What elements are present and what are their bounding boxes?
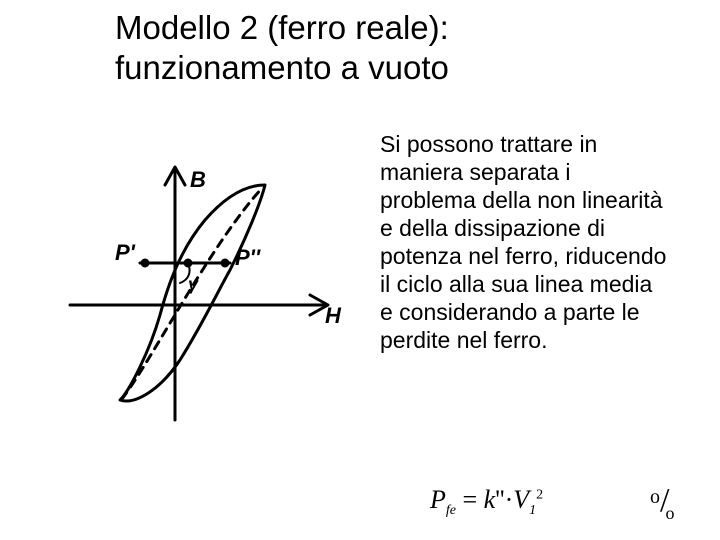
formula-eq: = (456, 485, 484, 514)
hysteresis-svg: B H P' P'' γ (60, 155, 350, 435)
formula-k: k (484, 485, 496, 514)
formula: Pfe = k''·V12 (430, 485, 543, 519)
body-text: Si possono trattare in maniera separata … (380, 130, 670, 354)
formula-V-sup: 2 (536, 487, 543, 502)
per-mille-like: o/o (650, 482, 674, 524)
axis-h-label: H (325, 303, 342, 328)
formula-dprime: '' (495, 485, 504, 514)
axis-b-label: B (190, 167, 206, 192)
pct-o-top: o (650, 486, 660, 508)
hysteresis-figure: B H P' P'' γ (60, 155, 350, 435)
slide-title: Modello 2 (ferro reale): funzionamento a… (115, 8, 605, 87)
p-prime-label: P' (115, 240, 136, 265)
formula-dot: · (505, 485, 514, 514)
gamma-label: γ (188, 274, 199, 294)
formula-V-sub: 1 (529, 503, 536, 518)
formula-V: V (513, 485, 529, 514)
p-doubleprime-label: P'' (235, 245, 261, 270)
pct-o-bot: o (665, 503, 674, 523)
formula-P-sub: fe (446, 503, 456, 518)
slide: Modello 2 (ferro reale): funzionamento a… (0, 0, 720, 540)
formula-P: P (430, 485, 446, 514)
